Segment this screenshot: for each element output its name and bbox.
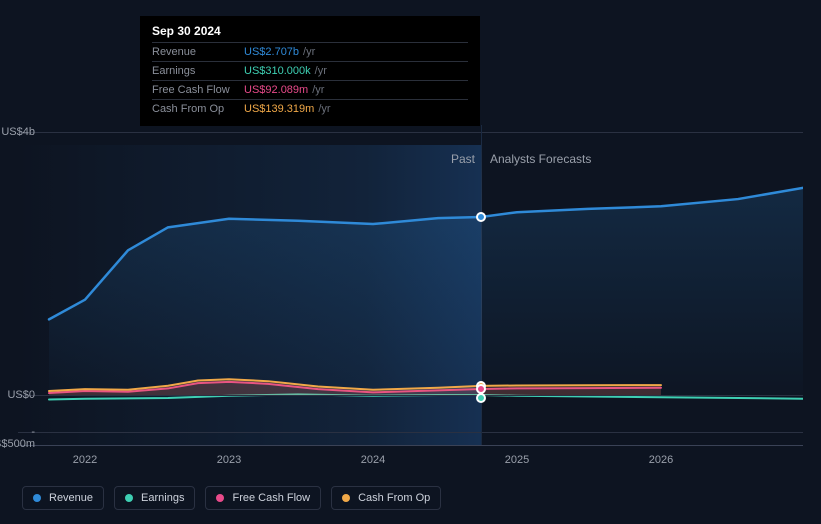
legend-item-earnings[interactable]: Earnings	[114, 486, 195, 510]
chart-tooltip: Sep 30 2024 RevenueUS$2.707b/yrEarningsU…	[140, 16, 480, 126]
tooltip-row: Cash From OpUS$139.319m/yr	[152, 99, 468, 118]
tooltip-row: RevenueUS$2.707b/yr	[152, 42, 468, 61]
tooltip-metric-value: US$310.000k	[244, 65, 311, 77]
gridline	[18, 445, 803, 446]
tooltip-date: Sep 30 2024	[152, 24, 468, 38]
legend-label: Revenue	[49, 492, 93, 504]
gridline	[18, 395, 803, 396]
tooltip-metric-value: US$139.319m	[244, 103, 314, 115]
tooltip-metric-value: US$92.089m	[244, 84, 308, 96]
tooltip-metric-unit: /yr	[303, 46, 315, 58]
x-axis-label: 2025	[505, 454, 529, 466]
y-axis-label-min: -US$500m	[0, 426, 35, 450]
chart-marker	[476, 393, 486, 403]
chart-legend: Revenue Earnings Free Cash Flow Cash From O…	[22, 486, 441, 510]
tooltip-metric-unit: /yr	[312, 84, 324, 96]
legend-item-free-cash-flow[interactable]: Free Cash Flow	[205, 486, 321, 510]
legend-dot-icon	[216, 494, 224, 502]
legend-dot-icon	[33, 494, 41, 502]
gridline	[18, 432, 803, 433]
tooltip-metric-label: Cash From Op	[152, 103, 244, 115]
past-section-label: Past	[451, 152, 475, 166]
legend-dot-icon	[125, 494, 133, 502]
forecast-section-label: Analysts Forecasts	[490, 152, 591, 166]
tooltip-metric-label: Earnings	[152, 65, 244, 77]
x-axis-label: 2023	[217, 454, 241, 466]
tooltip-metric-value: US$2.707b	[244, 46, 299, 58]
tooltip-metric-label: Revenue	[152, 46, 244, 58]
y-axis-label-zero: US$0	[7, 389, 35, 401]
tooltip-metric-unit: /yr	[318, 103, 330, 115]
legend-label: Earnings	[141, 492, 184, 504]
chart-marker	[476, 212, 486, 222]
x-axis-label: 2024	[361, 454, 385, 466]
x-axis-label: 2026	[649, 454, 673, 466]
legend-item-revenue[interactable]: Revenue	[22, 486, 104, 510]
tooltip-row: EarningsUS$310.000k/yr	[152, 61, 468, 80]
x-axis-label: 2022	[73, 454, 97, 466]
tooltip-metric-unit: /yr	[315, 65, 327, 77]
legend-item-cash-from-op[interactable]: Cash From Op	[331, 486, 441, 510]
y-axis-label-max: US$4b	[1, 126, 35, 138]
legend-label: Free Cash Flow	[232, 492, 310, 504]
tooltip-metric-label: Free Cash Flow	[152, 84, 244, 96]
gridline	[18, 132, 803, 133]
tooltip-row: Free Cash FlowUS$92.089m/yr	[152, 80, 468, 99]
legend-dot-icon	[342, 494, 350, 502]
legend-label: Cash From Op	[358, 492, 430, 504]
